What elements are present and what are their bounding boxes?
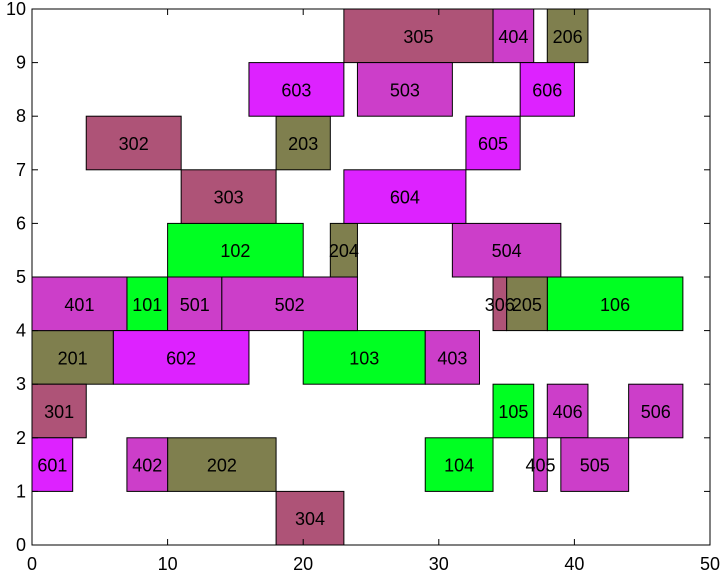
box-203: [275, 115, 331, 171]
y-tick-label: 9: [16, 53, 26, 73]
y-tick-label: 3: [16, 374, 26, 394]
box-label-504: 504: [492, 241, 522, 261]
box-label-103: 103: [349, 348, 379, 368]
box-105: [492, 383, 535, 439]
box-label-205: 205: [512, 295, 542, 315]
box-301: [32, 383, 87, 439]
box-label-606: 606: [532, 80, 562, 100]
box-206: [546, 9, 589, 64]
box-305: [343, 9, 494, 64]
x-axis-ticks: 0 10 20 30 40 50: [27, 9, 720, 574]
box-label-302: 302: [119, 134, 149, 154]
box-label-204: 204: [329, 241, 359, 261]
box-602: [112, 330, 250, 385]
box-label-202: 202: [207, 456, 237, 476]
box-106: [546, 276, 684, 332]
box-label-601: 601: [37, 456, 67, 476]
box-label-405: 405: [525, 456, 555, 476]
box-label-402: 402: [132, 456, 162, 476]
box-label-104: 104: [444, 456, 474, 476]
box-404: [492, 9, 535, 64]
box-label-306: 306: [485, 295, 515, 315]
box-label-105: 105: [498, 402, 528, 422]
box-504: [451, 222, 562, 278]
boxes-layer: [32, 9, 684, 545]
y-axis-ticks: 0 1 2 3 4 5 6 7 8 9 10: [6, 0, 710, 555]
y-tick-label: 0: [16, 535, 26, 555]
box-label-305: 305: [403, 27, 433, 47]
box-label-102: 102: [220, 241, 250, 261]
box-502: [221, 276, 358, 332]
x-tick-label: 20: [293, 554, 313, 574]
y-tick-label: 2: [16, 428, 26, 448]
box-label-303: 303: [214, 188, 244, 208]
plot-area: 101 102 103 104 105 106 201 202 203 204 205 206 301 3…: [32, 9, 684, 545]
y-tick-label: 4: [16, 321, 26, 341]
box-label-206: 206: [553, 27, 583, 47]
box-401: [32, 276, 128, 332]
box-405: [533, 437, 548, 492]
box-601: [32, 437, 74, 492]
box-label-603: 603: [281, 80, 311, 100]
box-102: [167, 222, 304, 278]
box-label-501: 501: [180, 295, 210, 315]
box-label-106: 106: [600, 295, 630, 315]
box-603: [248, 62, 345, 117]
box-506: [628, 383, 684, 439]
box-303: [180, 169, 277, 224]
box-label-602: 602: [166, 348, 196, 368]
box-label-403: 403: [437, 348, 467, 368]
x-tick-label: 40: [564, 554, 584, 574]
box-204: [329, 222, 358, 278]
box-104: [424, 437, 494, 492]
y-tick-label: 6: [16, 213, 26, 233]
box-202: [167, 437, 277, 492]
box-label-101: 101: [132, 295, 162, 315]
box-label-203: 203: [288, 134, 318, 154]
x-tick-label: 30: [429, 554, 449, 574]
box-label-505: 505: [580, 456, 610, 476]
box-605: [465, 115, 521, 171]
y-tick-label: 8: [16, 106, 26, 126]
y-tick-label: 5: [16, 267, 26, 287]
box-label-401: 401: [64, 295, 94, 315]
box-505: [560, 437, 630, 492]
box-103: [302, 330, 426, 385]
box-403: [424, 330, 480, 385]
box-label-201: 201: [58, 348, 88, 368]
box-302: [85, 115, 182, 171]
box-label-604: 604: [390, 188, 420, 208]
box-label-502: 502: [275, 295, 305, 315]
box-label-301: 301: [44, 402, 74, 422]
box-labels-layer: 101 102 103 104 105 106 201 202 203 204 205 206 301 3…: [37, 27, 670, 529]
box-label-605: 605: [478, 134, 508, 154]
box-606: [519, 62, 575, 117]
box-label-503: 503: [390, 80, 420, 100]
box-label-404: 404: [498, 27, 528, 47]
x-tick-label: 10: [158, 554, 178, 574]
y-tick-label: 7: [16, 160, 26, 180]
box-406: [546, 383, 589, 439]
box-503: [356, 62, 453, 117]
box-label-506: 506: [641, 402, 671, 422]
box-label-304: 304: [295, 509, 325, 529]
x-tick-label: 0: [27, 554, 37, 574]
box-604: [343, 169, 467, 224]
box-101: [126, 276, 169, 332]
x-tick-label: 50: [700, 554, 720, 574]
y-tick-label: 1: [16, 481, 26, 501]
box-402: [126, 437, 169, 492]
y-tick-label: 10: [6, 0, 26, 19]
box-label-406: 406: [553, 402, 583, 422]
